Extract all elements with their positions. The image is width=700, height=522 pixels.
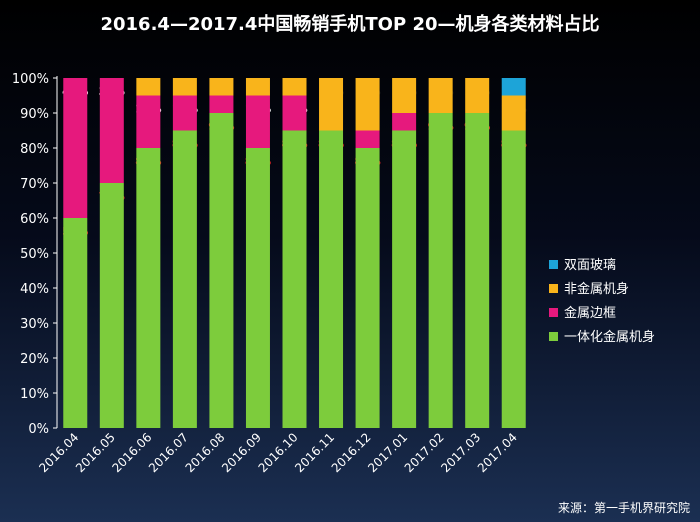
legend-label: 双面玻璃 xyxy=(564,258,616,273)
bar-segment xyxy=(319,78,344,131)
bar-segment xyxy=(355,148,380,428)
x-tick-label: 2017.04 xyxy=(475,430,520,475)
bar-segment xyxy=(282,130,307,428)
y-axis: 0% 10% 20% 30% 40% 50% 60% 70% 80% 90% 100% xyxy=(12,72,58,437)
bar-segment xyxy=(319,130,344,428)
bar-segment xyxy=(245,148,270,428)
y-tick-label: 70% xyxy=(20,177,49,192)
x-tick-label: 2016.06 xyxy=(109,430,154,475)
bar-segment xyxy=(501,130,526,428)
legend-label: 一体化金属机身 xyxy=(564,329,655,345)
bar-segment xyxy=(392,113,417,131)
y-tick-label: 60% xyxy=(20,212,49,227)
bar-segment xyxy=(209,78,234,96)
bar-segment xyxy=(392,78,417,113)
y-tick-label: 90% xyxy=(20,107,49,122)
x-tick-label: 2016.07 xyxy=(146,430,191,475)
legend-swatch xyxy=(549,284,558,293)
y-tick-label: 100% xyxy=(12,72,49,87)
bar-segment xyxy=(245,95,270,148)
legend-label: 非金属机身 xyxy=(564,281,629,297)
legend-swatch xyxy=(549,260,558,269)
bar-segment xyxy=(99,78,124,183)
bar-segment xyxy=(392,130,417,428)
bar-segment xyxy=(282,78,307,96)
bar-segment xyxy=(355,78,380,131)
legend-label: 金属边框 xyxy=(564,305,616,321)
chart-title: 2016.4—2017.4中国畅销手机TOP 20—机身各类材料占比 xyxy=(100,13,599,35)
y-tick-label: 40% xyxy=(20,282,49,297)
x-tick-label: 2016.12 xyxy=(329,430,374,475)
bar-segment xyxy=(428,78,453,113)
bar-segment xyxy=(172,95,197,131)
bar-segment xyxy=(136,78,161,96)
bar-segment xyxy=(172,130,197,428)
bar-segment xyxy=(136,148,161,428)
source-note: 来源：第一手机界研究院 xyxy=(558,500,690,515)
y-tick-label: 10% xyxy=(20,387,49,402)
bar-segment xyxy=(501,95,526,131)
bar-segment xyxy=(99,183,124,428)
y-tick-label: 50% xyxy=(20,247,49,262)
y-tick-label: 30% xyxy=(20,317,49,332)
x-tick-label: 2016.05 xyxy=(73,430,118,475)
bar-segment xyxy=(63,78,88,218)
x-tick-label: 2017.01 xyxy=(365,430,410,475)
bar-segment xyxy=(209,113,234,428)
x-tick-label: 2017.02 xyxy=(402,430,447,475)
x-tick-label: 2017.03 xyxy=(438,430,483,475)
y-tick-label: 20% xyxy=(20,352,49,367)
x-tick-label: 2016.09 xyxy=(219,430,264,475)
bar-segment xyxy=(282,95,307,131)
legend-swatch xyxy=(549,332,558,341)
bar-segment xyxy=(465,78,490,113)
y-tick-label: 0% xyxy=(28,422,49,437)
bar-segment xyxy=(63,218,88,428)
x-tick-label: 2016.08 xyxy=(183,430,228,475)
x-axis: 2016.042016.052016.062016.072016.082016.… xyxy=(36,430,519,475)
x-tick-label: 2016.10 xyxy=(256,430,301,475)
bar-segment xyxy=(355,130,380,148)
bar-segment xyxy=(465,113,490,428)
bar-segment xyxy=(209,95,234,113)
bar-segment xyxy=(172,78,197,96)
bar-segment xyxy=(501,78,526,96)
y-tick-label: 80% xyxy=(20,142,49,157)
legend-swatch xyxy=(549,308,558,317)
x-tick-label: 2016.11 xyxy=(292,430,337,475)
bars: 50%40%70%30%80%15%5%85%10%5%90%5%5%80%15… xyxy=(62,78,527,428)
bar-segment xyxy=(136,95,161,148)
bar-segment xyxy=(245,78,270,96)
bar-segment xyxy=(428,113,453,428)
